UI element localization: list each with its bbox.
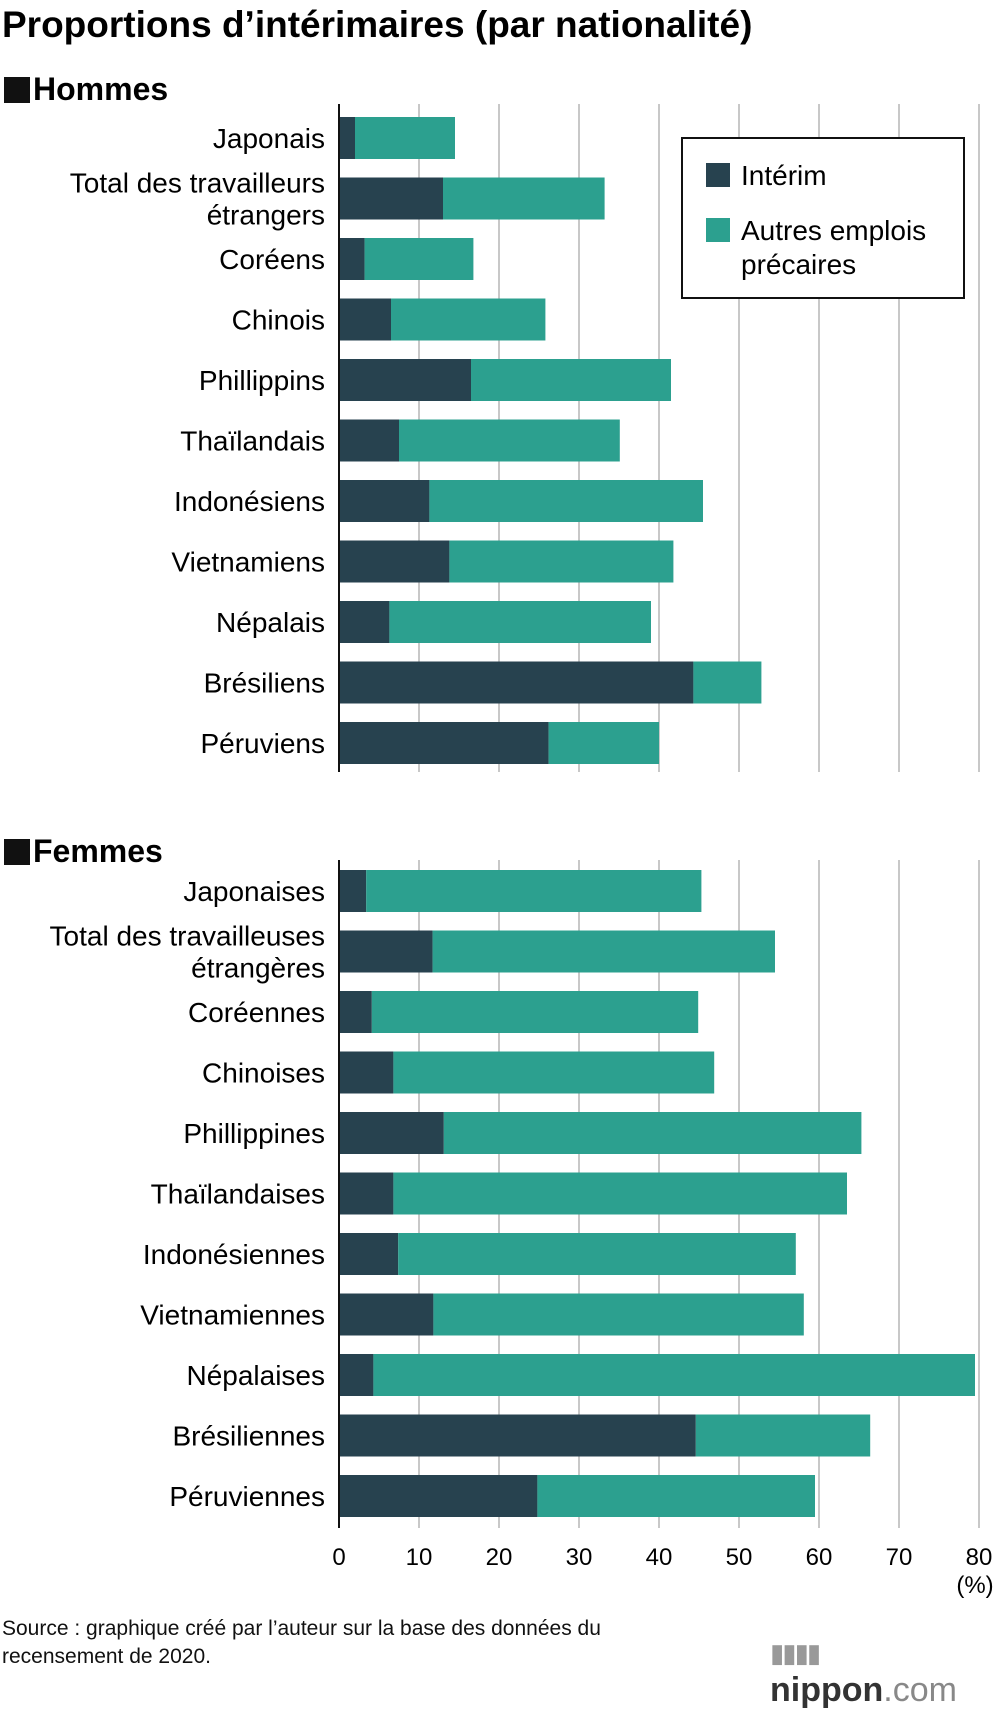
- bar-0-7-1: [449, 540, 674, 583]
- category-label: Indonésiens: [174, 486, 325, 517]
- category-label: étrangers: [207, 200, 325, 231]
- x-tick-label: 80: [966, 1544, 993, 1571]
- bar-0-5-1: [399, 419, 620, 462]
- category-label: Péruviennes: [169, 1481, 325, 1512]
- category-label: Péruviens: [200, 728, 325, 759]
- bar-1-2-0: [339, 991, 372, 1033]
- x-tick-label: 30: [566, 1544, 593, 1571]
- category-label: étrangères: [191, 953, 325, 984]
- category-label: Total des travailleurs: [70, 168, 325, 199]
- section-square-icon: [4, 77, 30, 103]
- legend-label-autres: Autres emplois: [741, 215, 926, 246]
- category-label: Vietnamiens: [171, 547, 325, 578]
- bar-0-4-1: [471, 359, 671, 401]
- chart-title: Proportions d’intérimaires (par national…: [2, 4, 752, 45]
- category-label: Japonaises: [183, 876, 325, 907]
- x-unit-label: (%): [956, 1572, 993, 1599]
- bar-0-9-1: [693, 661, 762, 704]
- bar-0-1-0: [339, 177, 443, 220]
- section-title-1: Femmes: [33, 833, 163, 869]
- bar-1-7-1: [433, 1293, 804, 1336]
- bar-1-9-1: [695, 1414, 871, 1457]
- bar-0-9-0: [339, 661, 694, 704]
- section-title-0: Hommes: [33, 71, 168, 107]
- legend-swatch-interim: [706, 163, 730, 187]
- category-label: Thaïlandaises: [151, 1179, 325, 1210]
- source-note: Source : graphique créé par l’auteur sur…: [2, 1617, 601, 1668]
- bar-1-3-0: [339, 1051, 394, 1094]
- bar-1-10-1: [537, 1475, 815, 1517]
- bar-0-6-1: [429, 480, 703, 522]
- x-tick-label: 60: [806, 1544, 833, 1571]
- bar-0-0-0: [339, 117, 355, 159]
- bar-1-5-1: [393, 1172, 847, 1215]
- bar-1-1-1: [432, 930, 775, 973]
- bar-0-8-0: [339, 601, 390, 643]
- bar-0-0-1: [355, 117, 455, 159]
- category-label: Thaïlandais: [180, 426, 325, 457]
- bar-0-2-0: [339, 238, 365, 280]
- category-label: Coréennes: [188, 997, 325, 1028]
- bar-0-10-1: [548, 722, 659, 764]
- bar-0-7-0: [339, 540, 450, 583]
- bar-1-10-0: [339, 1475, 538, 1517]
- legend-label-autres: précaires: [741, 249, 856, 280]
- bar-1-0-1: [366, 870, 702, 912]
- legend-swatch-autres: [706, 218, 730, 242]
- logo-name: nippon: [770, 1671, 884, 1709]
- category-label: Indonésiennes: [143, 1239, 325, 1270]
- category-label: Népalais: [216, 607, 325, 638]
- x-tick-label: 50: [726, 1544, 753, 1571]
- nippon-logo: ▮▮▮▮ nippon.com: [770, 1632, 1000, 1710]
- bar-1-1-0: [339, 930, 433, 973]
- x-tick-label: 70: [886, 1544, 913, 1571]
- section-square-icon: [4, 839, 30, 865]
- category-label: Chinoises: [202, 1058, 325, 1089]
- category-label: Vietnamiennes: [140, 1300, 325, 1331]
- x-tick-label: 0: [332, 1544, 345, 1571]
- bar-0-5-0: [339, 419, 399, 462]
- bar-0-8-1: [389, 601, 651, 643]
- category-label: Brésiliens: [204, 668, 325, 699]
- category-label: Phillippines: [183, 1118, 325, 1149]
- x-tick-label: 40: [646, 1544, 673, 1571]
- bar-0-3-0: [339, 298, 391, 341]
- category-label: Chinois: [232, 305, 325, 336]
- category-label: Total des travailleuses: [50, 921, 325, 952]
- x-tick-label: 20: [486, 1544, 513, 1571]
- bar-0-1-1: [443, 177, 605, 220]
- bar-1-8-0: [339, 1354, 374, 1396]
- bar-1-7-0: [339, 1293, 434, 1336]
- bar-0-2-1: [364, 238, 474, 280]
- bar-1-8-1: [373, 1354, 975, 1396]
- bar-1-6-1: [398, 1233, 796, 1275]
- bar-1-6-0: [339, 1233, 399, 1275]
- category-label: Brésiliennes: [172, 1421, 325, 1452]
- legend-label-interim: Intérim: [741, 160, 827, 191]
- category-label: Japonais: [213, 123, 325, 154]
- category-label: Népalaises: [186, 1360, 325, 1391]
- category-label: Phillippins: [199, 365, 325, 396]
- bar-1-2-1: [371, 991, 699, 1033]
- bar-1-3-1: [393, 1051, 715, 1094]
- bar-1-4-0: [339, 1112, 444, 1154]
- bar-0-6-0: [339, 480, 430, 522]
- bar-1-4-1: [443, 1112, 862, 1154]
- logo-suffix: .com: [883, 1671, 957, 1709]
- bar-0-4-0: [339, 359, 471, 401]
- x-tick-label: 10: [406, 1544, 433, 1571]
- category-label: Coréens: [219, 244, 325, 275]
- bar-0-3-1: [391, 298, 546, 341]
- bar-0-10-0: [339, 722, 549, 764]
- bar-1-5-0: [339, 1172, 394, 1215]
- soundwave-icon: ▮▮▮▮: [770, 1638, 821, 1668]
- bar-1-9-0: [339, 1414, 696, 1457]
- bar-1-0-0: [339, 870, 367, 912]
